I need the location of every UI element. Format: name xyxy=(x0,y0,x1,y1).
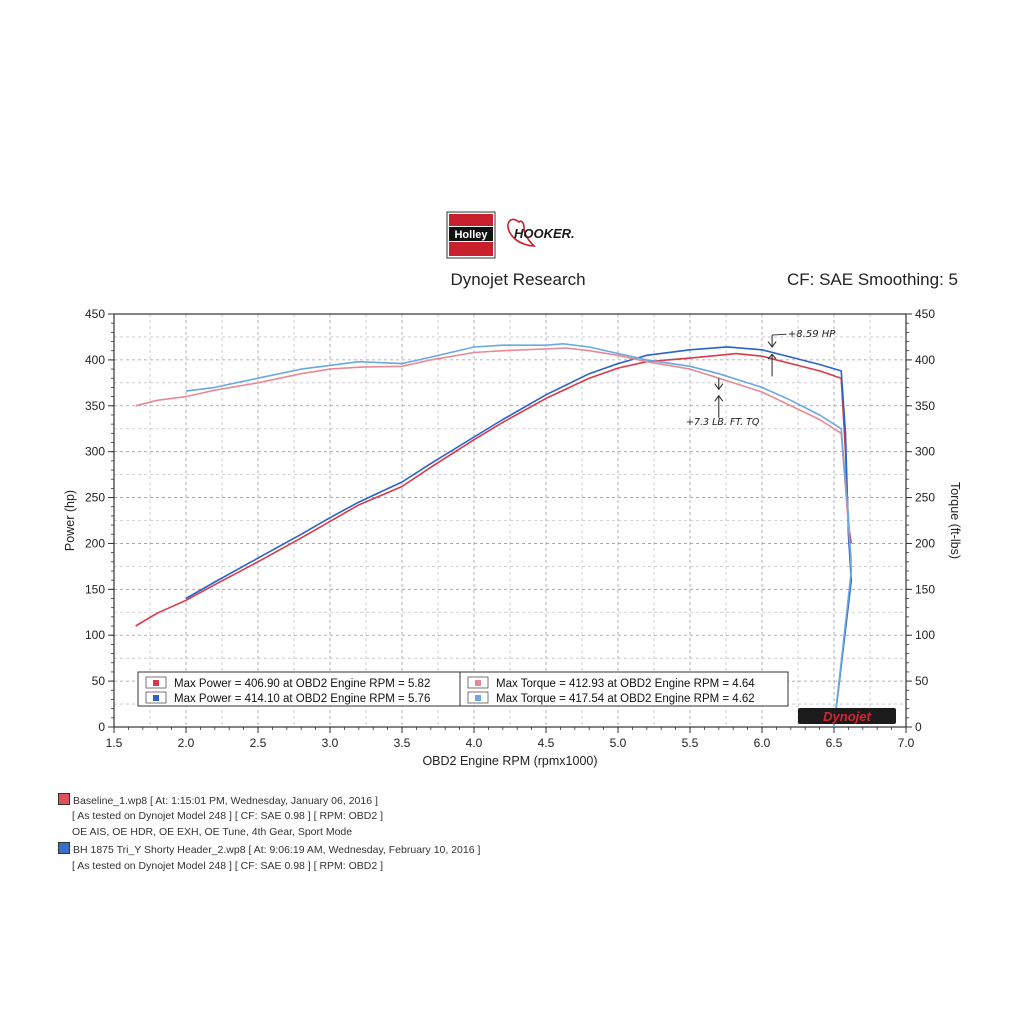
x-tick-label: 5.5 xyxy=(682,736,699,750)
y2-tick-label-right: 150 xyxy=(915,582,935,596)
legend-box-torque xyxy=(459,671,789,707)
y-tick-label-left: 400 xyxy=(85,353,105,367)
legend-swatch xyxy=(475,695,481,701)
tq-arrowhead xyxy=(714,394,724,402)
settings-label: CF: SAE Smoothing: 5 xyxy=(787,270,958,289)
y2-tick-label-right: 100 xyxy=(915,628,935,642)
grid xyxy=(114,314,906,727)
y2-axis-label: Torque (ft-lbs) xyxy=(948,482,962,559)
run-baseline-swatch xyxy=(58,793,70,805)
header-torque-line xyxy=(185,342,853,728)
hp-arrowhead-top xyxy=(767,341,777,348)
y-tick-label-left: 350 xyxy=(85,399,105,413)
dynojet-logo-badge xyxy=(798,708,896,724)
y-tick-label-left: 50 xyxy=(92,674,106,688)
baseline-power-line xyxy=(135,352,853,627)
legend-entry: Max Power = 414.10 at OBD2 Engine RPM = … xyxy=(174,693,430,705)
header-power-line xyxy=(185,346,853,728)
y-tick-label-left: 0 xyxy=(98,720,105,734)
legend-entry: Max Power = 406.90 at OBD2 Engine RPM = … xyxy=(174,678,430,690)
x-tick-label: 6.0 xyxy=(754,736,771,750)
x-tick-label: 3.5 xyxy=(394,736,411,750)
hp-arrowhead xyxy=(767,353,777,360)
run-header-swatch xyxy=(58,842,70,854)
hooker-logo: HOOKER. xyxy=(507,218,575,247)
y2-tick-label-right: 200 xyxy=(915,536,935,550)
x-tick-label: 3.0 xyxy=(322,736,339,750)
legend: Max Power = 406.90 at OBD2 Engine RPM = … xyxy=(137,671,896,724)
plot-frame xyxy=(113,313,907,728)
legend-swatch xyxy=(475,680,481,686)
run-header-line2: [ As tested on Dynojet Model 248 ] [ CF:… xyxy=(72,860,384,872)
lab-title: Dynojet Research xyxy=(450,270,585,289)
x-tick-label: 7.0 xyxy=(898,736,915,750)
x-tick-label: 4.5 xyxy=(538,736,555,750)
hp-leader xyxy=(772,333,787,336)
holley-logo-text: Holley xyxy=(454,229,488,241)
holley-logo: Holley xyxy=(446,211,496,259)
tq-gain-annotation: +7.3 LB. FT. TQ xyxy=(686,417,760,428)
y2-tick-label-right: 50 xyxy=(915,674,929,688)
run-header: BH 1875 Tri_Y Shorty Header_2.wp8 [ At: … xyxy=(58,842,480,856)
y-tick-label-left: 250 xyxy=(85,491,105,505)
y2-tick-label-right: 300 xyxy=(915,445,935,459)
x-tick-label: 2.0 xyxy=(178,736,195,750)
baseline-torque-line xyxy=(135,347,853,562)
y-axis-label: Power (hp) xyxy=(63,490,77,551)
cut-off-text xyxy=(72,878,472,884)
y-tick-label-left: 200 xyxy=(85,536,105,550)
run-baseline-line3: OE AIS, OE HDR, OE EXH, OE Tune, 4th Gea… xyxy=(72,826,353,838)
x-axis-label: OBD2 Engine RPM (rpmx1000) xyxy=(422,754,597,768)
hooker-logo-text: HOOKER. xyxy=(514,226,575,241)
run-baseline-line1: Baseline_1.wp8 [ At: 1:15:01 PM, Wednesd… xyxy=(73,795,378,807)
legend-entry: Max Torque = 417.54 at OBD2 Engine RPM =… xyxy=(496,693,755,705)
hp-gain-annotation: +8.59 HP xyxy=(788,329,836,340)
annotations: +8.59 HP +7.3 LB. FT. TQ xyxy=(686,329,836,428)
tq-arrowhead-top xyxy=(714,383,724,391)
y2-tick-label-right: 250 xyxy=(915,491,935,505)
y2-tick-label-right: 450 xyxy=(915,307,935,321)
legend-entry: Max Torque = 412.93 at OBD2 Engine RPM =… xyxy=(496,678,755,690)
y-tick-label-left: 150 xyxy=(85,582,105,596)
y2-tick-label-right: 400 xyxy=(915,353,935,367)
run-baseline: Baseline_1.wp8 [ At: 1:15:01 PM, Wednesd… xyxy=(58,793,378,807)
y-tick-label-left: 100 xyxy=(85,628,105,642)
dynojet-logo-text: Dynojet xyxy=(823,709,871,724)
legend-swatch xyxy=(153,680,159,686)
x-tick-label: 1.5 xyxy=(106,736,123,750)
x-tick-label: 2.5 xyxy=(250,736,267,750)
run-header-line1: BH 1875 Tri_Y Shorty Header_2.wp8 [ At: … xyxy=(73,844,481,856)
legend-swatch xyxy=(153,695,159,701)
y-tick-label-left: 300 xyxy=(85,445,105,459)
y2-tick-label-right: 350 xyxy=(915,399,935,413)
y-tick-label-left: 450 xyxy=(85,307,105,321)
x-tick-label: 4.0 xyxy=(466,736,483,750)
run-baseline-line2: [ As tested on Dynojet Model 248 ] [ CF:… xyxy=(72,810,384,822)
x-tick-label: 6.5 xyxy=(826,736,843,750)
axes: 1.5 2.0 2.5 3.0 3.5 4.0 4.5 5.0 5.5 6.0 6.5 7.00 050… xyxy=(63,307,962,768)
x-tick-label: 5.0 xyxy=(610,736,627,750)
series-lines xyxy=(135,342,853,728)
y2-tick-label-right: 0 xyxy=(915,720,922,734)
